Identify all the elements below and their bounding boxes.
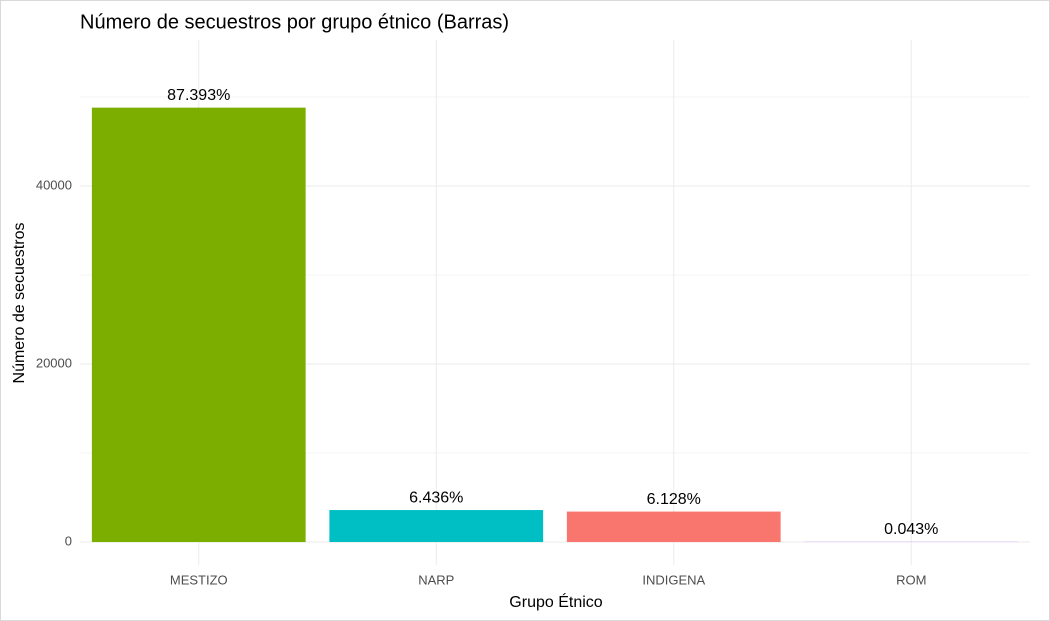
y-tick-label: 20000 [36,355,72,370]
data-label: 0.043% [884,521,938,538]
y-tick-label: 0 [65,533,72,548]
y-axis-title: Número de secuestros [11,223,28,384]
data-label: 6.128% [647,491,701,508]
bar [91,107,306,543]
data-label: 6.436% [409,489,463,506]
x-tick-label: NARP [418,572,454,587]
data-label: 87.393% [167,87,230,104]
x-tick-label: MESTIZO [170,572,228,587]
bar [329,510,544,543]
x-axis-title: Grupo Étnico [509,592,602,611]
chart-title: Número de secuestros por grupo étnico (B… [80,11,509,33]
x-tick-label: ROM [896,572,926,587]
bar [566,511,781,543]
x-tick-label: INDIGENA [642,572,705,587]
y-tick-label: 40000 [36,177,72,192]
